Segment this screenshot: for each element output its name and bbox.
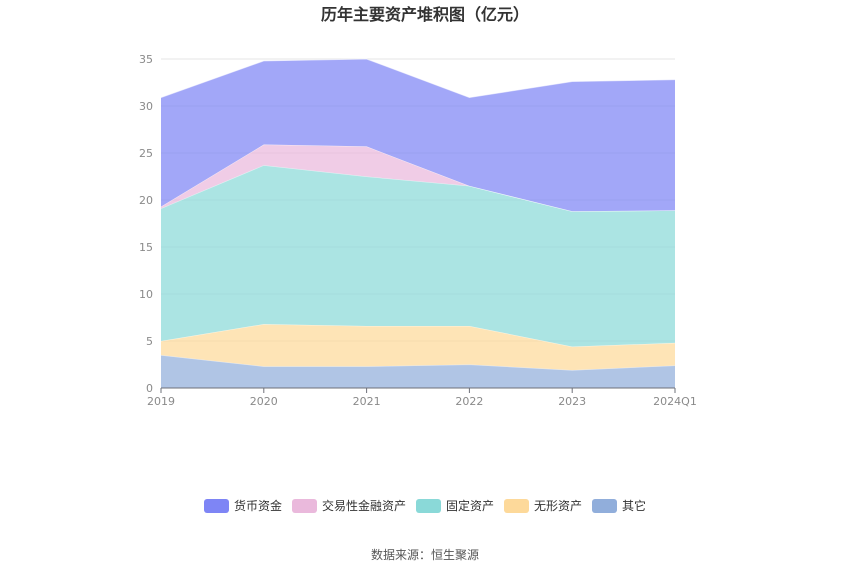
data-source: 数据来源：恒生聚源 bbox=[371, 547, 479, 562]
y-tick-label: 0 bbox=[146, 382, 153, 395]
legend-item[interactable]: 交易性金融资产 bbox=[292, 498, 406, 513]
x-tick-label: 2021 bbox=[353, 395, 381, 408]
y-tick-label: 35 bbox=[139, 53, 153, 66]
x-tick-label: 2022 bbox=[455, 395, 483, 408]
legend-swatch bbox=[504, 499, 529, 513]
x-tick-label: 2020 bbox=[250, 395, 278, 408]
series-area-1[interactable] bbox=[161, 324, 675, 371]
legend-label: 交易性金融资产 bbox=[322, 498, 406, 513]
x-tick-label: 2024Q1 bbox=[653, 395, 697, 408]
y-tick-label: 25 bbox=[139, 147, 153, 160]
legend: 货币资金 交易性金融资产 固定资产 无形资产 其它 bbox=[204, 498, 646, 513]
y-tick-label: 10 bbox=[139, 288, 153, 301]
x-tick-label: 2023 bbox=[558, 395, 586, 408]
area-series-layer bbox=[160, 58, 676, 388]
series-area-2[interactable] bbox=[161, 165, 675, 347]
legend-swatch bbox=[592, 499, 617, 513]
x-tick-label: 2019 bbox=[147, 395, 175, 408]
series-top-line bbox=[160, 58, 676, 99]
y-tick-label: 5 bbox=[146, 335, 153, 348]
y-tick-label: 20 bbox=[139, 194, 153, 207]
legend-swatch bbox=[416, 499, 441, 513]
legend-item[interactable]: 固定资产 bbox=[416, 498, 494, 513]
y-tick-label: 15 bbox=[139, 241, 153, 254]
legend-swatch bbox=[292, 499, 317, 513]
series-area-3[interactable] bbox=[161, 144, 675, 212]
legend-label: 其它 bbox=[622, 498, 646, 513]
legend-item[interactable]: 其它 bbox=[592, 498, 646, 513]
series-top-line bbox=[160, 144, 676, 212]
legend-label: 无形资产 bbox=[534, 499, 582, 513]
legend-item[interactable]: 货币资金 bbox=[204, 498, 282, 513]
series-area-0[interactable] bbox=[161, 355, 675, 388]
chart-title: 历年主要资产堆积图（亿元） bbox=[321, 5, 529, 24]
y-tick-label: 30 bbox=[139, 100, 153, 113]
legend-item[interactable]: 无形资产 bbox=[504, 499, 582, 513]
axes: 0 5 10 15 20 25 30 35 2019 2020 2021 2022 2023 2024Q1 bbox=[139, 53, 697, 408]
legend-label: 固定资产 bbox=[446, 498, 494, 513]
legend-swatch bbox=[204, 499, 229, 513]
legend-label: 货币资金 bbox=[234, 498, 282, 513]
series-area-4[interactable] bbox=[161, 59, 675, 212]
